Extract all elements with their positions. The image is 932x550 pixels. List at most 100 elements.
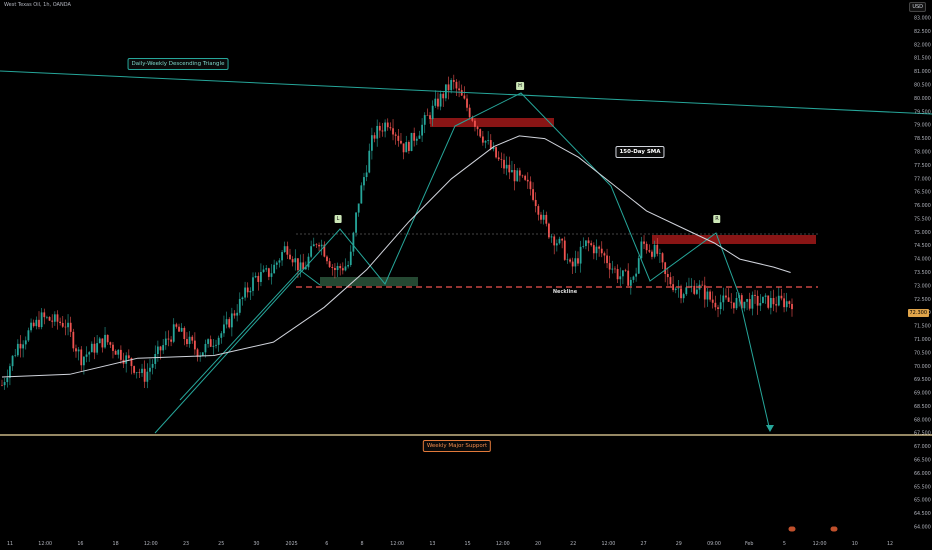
candle-body — [378, 125, 381, 131]
target-arrow-head — [766, 425, 774, 432]
candle-body — [225, 319, 228, 325]
candle-body — [754, 294, 756, 296]
candle-body — [207, 339, 209, 344]
candle-body — [685, 287, 688, 295]
price-tick-label: 70.000 — [914, 364, 931, 370]
candle-body — [569, 259, 571, 262]
candle-body — [310, 246, 313, 257]
candle-body — [77, 349, 80, 352]
candle-body — [508, 164, 511, 173]
candle-body — [664, 262, 667, 275]
candle-body — [524, 175, 527, 180]
price-axis[interactable]: 83.000 82.500 82.000 81.500 81.000 80.500 80.0… — [914, 16, 931, 531]
candle-body — [151, 363, 154, 368]
candle-body — [53, 314, 56, 322]
candle-body — [297, 258, 299, 271]
price-tick-label: 68.000 — [914, 417, 931, 423]
candle-body — [318, 244, 320, 247]
time-tick-label: 12:00 — [496, 541, 510, 547]
candle-body — [680, 288, 682, 299]
event-icon[interactable] — [788, 526, 796, 532]
candle-body — [27, 330, 30, 341]
candle-body — [85, 354, 88, 357]
candle-body — [381, 130, 384, 132]
candle-body — [339, 266, 342, 269]
candle-body — [104, 334, 106, 348]
price-tick-label: 76.000 — [914, 203, 931, 209]
price-tick-label: 78.000 — [914, 149, 931, 155]
candle-body — [769, 297, 772, 308]
time-tick-label: Feb — [745, 541, 754, 547]
candle-body — [336, 266, 339, 271]
candle-body — [518, 170, 521, 176]
price-tick-label: 69.000 — [914, 391, 931, 397]
candle-body — [114, 350, 117, 355]
candle-body — [458, 88, 460, 91]
candle-body — [191, 336, 194, 341]
candle-body — [701, 284, 704, 286]
candle-body — [112, 344, 114, 351]
candle-body — [534, 199, 537, 207]
time-tick-label: 25 — [218, 541, 224, 547]
candle-body — [164, 338, 167, 346]
candle-body — [141, 368, 143, 373]
candle-body — [360, 185, 363, 204]
candle-body — [312, 244, 315, 247]
candle-body — [748, 299, 751, 309]
candle-body — [463, 95, 466, 99]
time-tick-label: 16 — [77, 541, 83, 547]
price-tick-label: 77.000 — [914, 176, 931, 182]
candle-body — [370, 135, 373, 151]
candle-body — [466, 98, 468, 108]
price-tick-label: 73.500 — [914, 270, 931, 276]
candle-body — [442, 93, 445, 99]
candle-body — [526, 179, 529, 182]
candle-body — [476, 126, 479, 130]
candle-body — [727, 297, 730, 302]
candle-body — [217, 337, 220, 345]
currency-badge[interactable]: USD — [909, 2, 926, 12]
candle-body — [585, 240, 587, 247]
candle-body — [600, 248, 603, 254]
candle-body — [746, 299, 748, 302]
candle-body — [260, 272, 262, 282]
time-tick-label: 13 — [429, 541, 435, 547]
candle-body — [307, 256, 310, 268]
candle-body — [521, 175, 524, 177]
price-tick-label: 72.500 — [914, 297, 931, 303]
candle-body — [162, 345, 165, 351]
candle-body — [344, 266, 347, 271]
candle-body — [775, 304, 778, 306]
candle-body — [722, 295, 725, 303]
candle-body — [265, 268, 268, 270]
time-axis[interactable]: 11 12:00 16 18 12:00 23 25 30 2025 6 8 12:00 13 15 12:… — [7, 541, 893, 547]
price-tick-label: 68.500 — [914, 404, 931, 410]
candle-body — [178, 326, 180, 332]
candle-body — [267, 268, 270, 277]
candle-body — [540, 214, 542, 220]
candle-body — [783, 298, 785, 308]
candle-body — [209, 339, 212, 347]
candle-body — [32, 322, 35, 327]
candle-body — [262, 269, 265, 273]
candle-body — [558, 238, 561, 244]
candle-body — [426, 115, 429, 116]
candle-body — [109, 342, 112, 345]
candle-body — [487, 140, 490, 141]
candle-body — [376, 125, 379, 139]
candle-body — [246, 287, 249, 293]
price-tick-label: 75.000 — [914, 230, 931, 236]
candle-body — [230, 313, 233, 328]
candle-body — [373, 135, 376, 139]
candle-body — [764, 295, 767, 297]
candle-body — [35, 319, 38, 327]
candle-body — [40, 312, 43, 328]
candle-body — [529, 181, 532, 190]
candle-body — [394, 134, 397, 136]
time-tick-label: 12:00 — [38, 541, 52, 547]
candle-body — [481, 136, 484, 143]
event-icon[interactable] — [830, 526, 838, 532]
candle-body — [46, 317, 48, 318]
candle-body — [223, 324, 225, 334]
